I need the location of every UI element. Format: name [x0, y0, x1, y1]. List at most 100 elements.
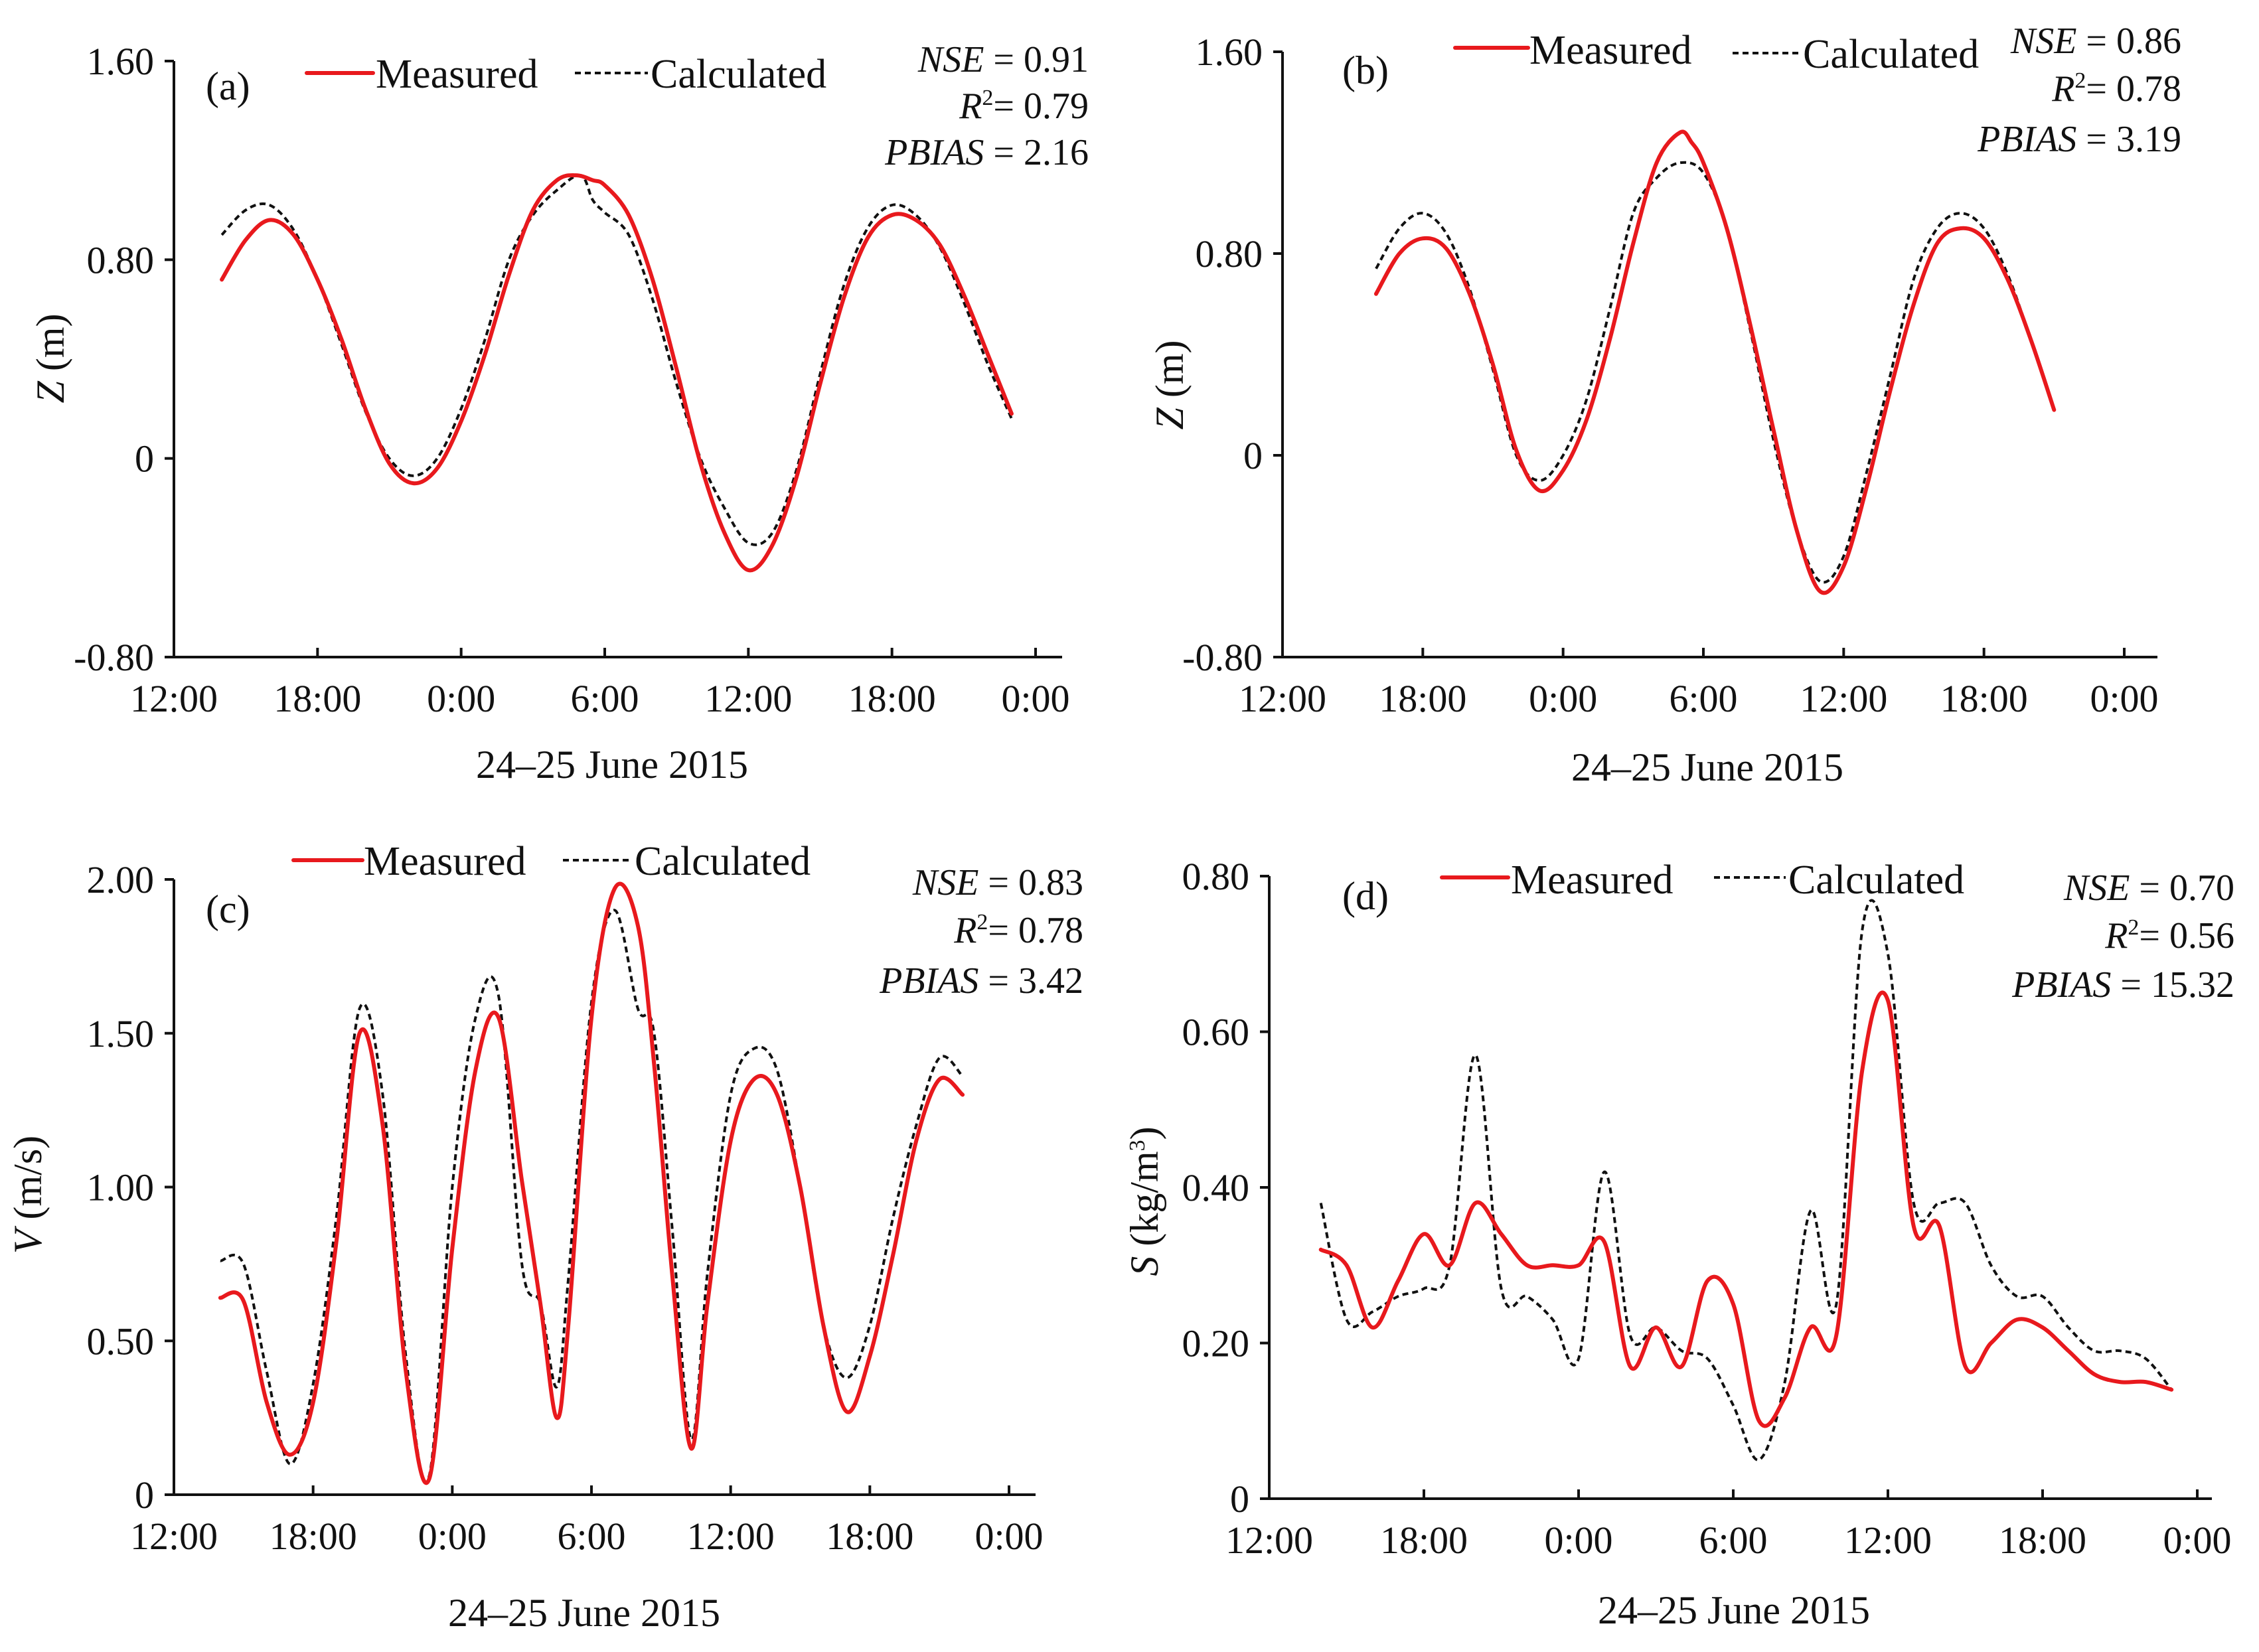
y-axis-label: Z (m) [29, 313, 72, 403]
y-axis-label: Z (m) [1148, 340, 1192, 429]
stats-box: NSE = 0.70 R2= 0.56 PBIAS = 15.32 [2011, 867, 2234, 1006]
x-axis-label: 24–25 June 2015 [1598, 1588, 1870, 1632]
y-tick-label: 0 [135, 437, 154, 481]
measured-line [220, 173, 1014, 573]
y-tick-label: 1.00 [87, 1166, 155, 1209]
legend-measured-label: Measured [376, 52, 538, 97]
x-tick-label: 18:00 [1380, 1519, 1468, 1562]
x-tick-label: 6:00 [557, 1515, 625, 1558]
legend-calculated-label: Calculated [651, 52, 826, 97]
y-tick-label: 1.60 [1196, 31, 1263, 74]
x-tick-label: 0:00 [2090, 677, 2158, 720]
x-ticks: 12:00 18:00 0:00 6:00 12:00 18:00 0:00 [130, 1485, 1044, 1558]
x-tick-label: 12:00 [687, 1515, 775, 1558]
r2-stat: R2= 0.79 [959, 86, 1089, 127]
x-tick-label: 18:00 [270, 1515, 357, 1558]
nse-stat: NSE = 0.83 [912, 862, 1083, 903]
x-axis-label: 24–25 June 2015 [448, 1591, 720, 1635]
panel-label: (a) [206, 64, 250, 108]
calculated-line [220, 173, 1013, 546]
legend-calculated-label: Calculated [1788, 858, 1964, 903]
y-tick-label: 1.50 [87, 1012, 155, 1055]
x-tick-label: 6:00 [1669, 677, 1737, 720]
y-axis-label: S (kg/m3) [1123, 1126, 1166, 1276]
measured-line [218, 881, 965, 1485]
y-ticks: 0 0.50 1.00 1.50 2.00 [87, 858, 174, 1517]
panel-label: (b) [1342, 48, 1389, 92]
x-tick-label: 12:00 [1225, 1519, 1313, 1562]
x-tick-label: 18:00 [1940, 677, 2028, 720]
y-tick-label: 0.80 [87, 238, 155, 281]
pbias-stat: PBIAS = 3.19 [1977, 119, 2181, 160]
x-tick-label: 12:00 [130, 677, 218, 720]
x-tick-label: 18:00 [1999, 1519, 2086, 1562]
x-tick-label: 0:00 [1001, 677, 1069, 720]
x-tick-label: 18:00 [826, 1515, 913, 1558]
y-tick-label: 0 [135, 1473, 154, 1517]
y-tick-label: 1.60 [87, 40, 155, 83]
y-ticks: 0 0.20 0.40 0.60 0.80 [1182, 855, 1269, 1521]
y-tick-label: 0.80 [1196, 232, 1263, 275]
panel-b: -0.80 0 0.80 1.60 12:00 18:00 0:00 6:00 12:00 18… [1148, 21, 2181, 789]
measured-line [1318, 990, 2174, 1428]
r2-stat: R2= 0.56 [2104, 915, 2234, 956]
y-tick-label: 0.80 [1182, 855, 1250, 898]
y-tick-label: 0 [1243, 434, 1263, 477]
calculated-line [220, 909, 964, 1483]
r2-stat: R2= 0.78 [2051, 68, 2181, 110]
x-tick-label: 0:00 [427, 677, 495, 720]
legend-measured-label: Measured [1511, 858, 1673, 903]
x-tick-label: 0:00 [1544, 1519, 1612, 1562]
x-axis-label: 24–25 June 2015 [476, 743, 748, 787]
panel-d: 0 0.20 0.40 0.60 0.80 12:00 18:00 0:00 6:00 12:0… [1123, 855, 2234, 1632]
panel-label: (c) [206, 887, 250, 931]
y-tick-label: 0.40 [1182, 1166, 1250, 1209]
x-ticks: 12:00 18:00 0:00 6:00 12:00 18:00 0:00 [130, 648, 1070, 720]
legend-measured-label: Measured [1529, 28, 1691, 73]
pbias-stat: PBIAS = 15.32 [2011, 964, 2234, 1006]
x-tick-label: 12:00 [1239, 677, 1326, 720]
measured-line [1373, 129, 2057, 595]
x-tick-label: 6:00 [1699, 1519, 1767, 1562]
y-tick-label: 0.20 [1182, 1322, 1250, 1365]
x-tick-label: 18:00 [1379, 677, 1466, 720]
y-tick-label: 0.60 [1182, 1011, 1250, 1054]
stats-box: NSE = 0.86 R2= 0.78 PBIAS = 3.19 [1977, 21, 2181, 160]
x-tick-label: 0:00 [1529, 677, 1597, 720]
x-tick-label: 12:00 [704, 677, 792, 720]
nse-stat: NSE = 0.86 [2010, 21, 2181, 62]
x-tick-label: 12:00 [1800, 677, 1887, 720]
legend-calculated-label: Calculated [1803, 32, 1979, 77]
x-tick-label: 0:00 [418, 1515, 487, 1558]
stats-box: NSE = 0.83 R2= 0.78 PBIAS = 3.42 [879, 862, 1083, 1002]
legend-measured-label: Measured [364, 839, 526, 884]
pbias-stat: PBIAS = 3.42 [879, 960, 1083, 1002]
y-ticks: -0.80 0 0.80 1.60 [1182, 31, 1283, 679]
stats-box: NSE = 0.91 R2= 0.79 PBIAS = 2.16 [884, 39, 1089, 173]
y-tick-label: 0 [1230, 1477, 1249, 1521]
x-tick-label: 18:00 [848, 677, 936, 720]
y-ticks: -0.80 0 0.80 1.60 [74, 40, 174, 679]
legend: Measured Calculated [1440, 858, 1964, 903]
x-axis-label: 24–25 June 2015 [1571, 745, 1843, 789]
x-tick-label: 12:00 [1844, 1519, 1932, 1562]
x-tick-label: 6:00 [570, 677, 639, 720]
calculated-line [1375, 161, 2056, 584]
nse-stat: NSE = 0.91 [917, 39, 1089, 80]
y-tick-label: 0.50 [87, 1319, 155, 1363]
y-tick-label: 2.00 [87, 858, 155, 901]
x-ticks: 12:00 18:00 0:00 6:00 12:00 18:00 0:00 [1239, 648, 2159, 720]
legend: Measured Calculated [1453, 28, 1979, 77]
y-tick-label: -0.80 [1182, 636, 1263, 679]
y-axis-label: V (m/s) [6, 1136, 50, 1254]
panel-label: (d) [1342, 874, 1389, 918]
x-tick-label: 18:00 [273, 677, 361, 720]
x-tick-label: 12:00 [130, 1515, 218, 1558]
pbias-stat: PBIAS = 2.16 [884, 132, 1089, 173]
nse-stat: NSE = 0.70 [2063, 867, 2234, 909]
x-tick-label: 0:00 [974, 1515, 1043, 1558]
x-ticks: 12:00 18:00 0:00 6:00 12:00 18:00 0:00 [1225, 1489, 2232, 1562]
r2-stat: R2= 0.78 [953, 910, 1083, 951]
panel-a: -0.80 0 0.80 1.60 12:00 18:00 0:00 6:00 12:00 18… [29, 39, 1089, 787]
